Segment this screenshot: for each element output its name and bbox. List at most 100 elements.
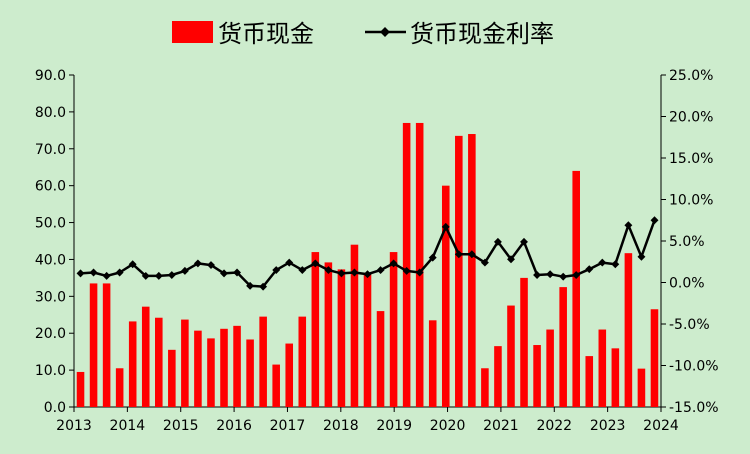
rate-point bbox=[363, 270, 372, 279]
left-tick-label: 60.0 bbox=[35, 179, 66, 195]
rate-point bbox=[467, 250, 476, 259]
rate-point bbox=[546, 270, 555, 279]
bar bbox=[376, 311, 385, 407]
rate-point bbox=[128, 260, 137, 269]
right-tick-label: -10.0% bbox=[669, 359, 719, 375]
rate-point bbox=[141, 271, 150, 280]
rate-point bbox=[167, 271, 176, 280]
left-tick-label: 10.0 bbox=[35, 363, 66, 379]
x-tick-label: 2017 bbox=[270, 418, 306, 434]
right-tick-label: 5.0% bbox=[669, 234, 705, 250]
rate-point bbox=[559, 272, 568, 281]
right-tick-label: -5.0% bbox=[669, 317, 710, 333]
legend-line-label: 货币现金利率 bbox=[410, 20, 554, 48]
left-tick-label: 30.0 bbox=[35, 289, 66, 305]
bar bbox=[194, 330, 202, 407]
bar bbox=[220, 328, 228, 407]
rate-point bbox=[102, 271, 111, 280]
bar bbox=[350, 244, 359, 407]
bar bbox=[207, 338, 215, 407]
left-tick-label: 50.0 bbox=[35, 216, 66, 232]
bar bbox=[155, 317, 163, 407]
rate-point bbox=[624, 221, 633, 230]
bar bbox=[102, 283, 111, 407]
bar bbox=[468, 134, 476, 407]
rate-point bbox=[402, 266, 411, 275]
bar bbox=[298, 316, 307, 407]
legend: 货币现金 货币现金利率 bbox=[172, 20, 554, 48]
rate-point bbox=[311, 259, 320, 268]
rate-point bbox=[376, 266, 385, 275]
right-tick-label: 0.0% bbox=[669, 276, 705, 292]
bar bbox=[128, 321, 137, 407]
x-tick-label: 2016 bbox=[216, 418, 252, 434]
rate-point bbox=[220, 269, 228, 278]
bar bbox=[285, 343, 294, 407]
rate-point bbox=[207, 261, 215, 270]
left-tick-label: 20.0 bbox=[35, 326, 66, 342]
bar bbox=[311, 252, 320, 407]
bar bbox=[363, 274, 372, 407]
rate-point bbox=[493, 237, 502, 246]
bar bbox=[481, 368, 489, 407]
rate-point bbox=[272, 266, 281, 275]
bar bbox=[441, 185, 450, 407]
left-tick-label: 80.0 bbox=[35, 105, 66, 121]
x-tick-label: 2013 bbox=[56, 418, 92, 434]
bar bbox=[415, 122, 424, 407]
rate-point bbox=[324, 266, 333, 275]
bar bbox=[598, 329, 607, 407]
rate-point bbox=[611, 260, 620, 269]
bar bbox=[611, 348, 620, 407]
rate-point bbox=[298, 266, 307, 275]
bar bbox=[507, 305, 515, 407]
rate-point bbox=[507, 255, 515, 264]
bar bbox=[585, 356, 594, 407]
bar bbox=[533, 345, 541, 407]
bar-series bbox=[76, 122, 659, 407]
x-tick-label: 2018 bbox=[323, 418, 359, 434]
bar bbox=[89, 283, 98, 407]
axes: 0.0 10.0 20.0 30.0 40.0 50.0 60.0 70.0 80.0 90.0 -… bbox=[35, 68, 719, 434]
bar bbox=[181, 319, 189, 407]
rate-point bbox=[285, 258, 294, 267]
left-tick-label: 70.0 bbox=[35, 142, 66, 158]
rate-point bbox=[441, 222, 450, 231]
right-tick-label: 20.0% bbox=[669, 110, 713, 126]
bar bbox=[168, 349, 176, 407]
rate-point bbox=[246, 281, 255, 290]
bar bbox=[650, 309, 659, 407]
bar bbox=[233, 325, 241, 407]
bar bbox=[572, 170, 580, 407]
bar bbox=[141, 306, 150, 407]
rate-point bbox=[585, 265, 594, 274]
line-series bbox=[76, 216, 659, 291]
rate-point bbox=[350, 268, 359, 277]
bar bbox=[272, 364, 280, 407]
rate-point bbox=[337, 269, 346, 278]
x-tick-label: 2014 bbox=[110, 418, 146, 434]
x-tick-label: 2023 bbox=[590, 418, 626, 434]
rate-point bbox=[180, 266, 189, 275]
legend-line-marker bbox=[380, 27, 390, 37]
right-tick-label: -15.0% bbox=[669, 400, 719, 416]
rate-point bbox=[415, 268, 424, 277]
legend-bar-label: 货币现金 bbox=[218, 20, 314, 48]
rate-point bbox=[89, 268, 98, 277]
rate-point bbox=[533, 271, 542, 279]
rate-point bbox=[637, 252, 646, 261]
x-tick-label: 2024 bbox=[643, 418, 679, 434]
bar bbox=[337, 269, 346, 407]
bar bbox=[455, 135, 463, 407]
rate-point bbox=[76, 269, 85, 278]
rate-point bbox=[454, 250, 463, 259]
right-tick-label: 25.0% bbox=[669, 68, 713, 84]
rate-point bbox=[480, 258, 489, 267]
x-tick-label: 2015 bbox=[163, 418, 199, 434]
x-tick-label: 2020 bbox=[430, 418, 466, 434]
x-tick-label: 2019 bbox=[376, 418, 412, 434]
bar bbox=[546, 329, 554, 407]
rate-point bbox=[154, 271, 163, 280]
rate-point bbox=[650, 216, 659, 225]
bar bbox=[428, 320, 437, 407]
